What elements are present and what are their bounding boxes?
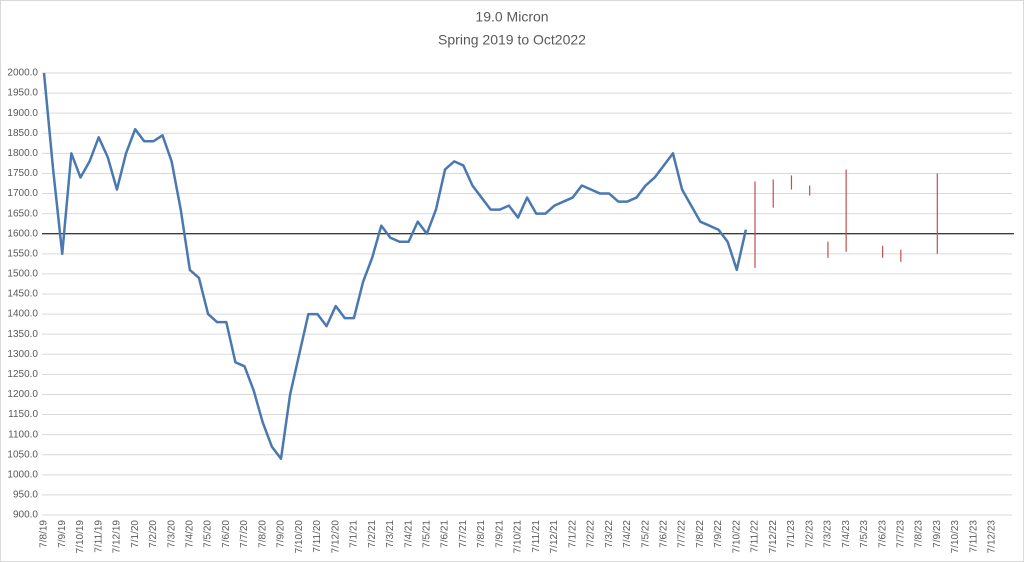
- y-tick-label: 1050.0: [7, 449, 38, 460]
- x-tick-label: 7/9/21: [494, 520, 505, 548]
- y-tick-label: 1450.0: [7, 289, 38, 300]
- x-tick-label: 7/2/23: [804, 520, 815, 548]
- x-tick-label: 7/12/20: [330, 520, 341, 554]
- y-tick-label: 1850.0: [7, 128, 38, 139]
- x-tick-label: 7/4/20: [184, 520, 195, 548]
- x-tick-label: 7/1/23: [786, 520, 797, 548]
- x-tick-label: 7/9/20: [276, 520, 287, 548]
- x-tick-label: 7/8/23: [914, 520, 925, 548]
- x-tick-label: 7/9/23: [932, 520, 943, 548]
- x-tick-label: 7/7/22: [677, 520, 688, 548]
- x-tick-label: 7/8/22: [695, 520, 706, 548]
- y-tick-label: 1350.0: [7, 329, 38, 340]
- y-tick-label: 1200.0: [7, 389, 38, 400]
- x-tick-label: 7/1/21: [349, 520, 360, 548]
- x-tick-label: 7/7/20: [239, 520, 250, 548]
- y-tick-label: 1800.0: [7, 148, 38, 159]
- y-tick-label: 900.0: [13, 510, 38, 521]
- x-tick-label: 7/12/21: [549, 520, 560, 554]
- x-tick-label: 7/10/19: [75, 520, 86, 554]
- y-tick-label: 1000.0: [7, 469, 38, 480]
- y-tick-label: 1500.0: [7, 269, 38, 280]
- x-tick-label: 7/11/19: [93, 520, 104, 553]
- x-tick-label: 7/1/20: [130, 520, 141, 548]
- x-tick-label: 7/11/21: [531, 520, 542, 553]
- x-tick-label: 7/1/22: [567, 520, 578, 548]
- x-tick-label: 7/5/22: [640, 520, 651, 548]
- x-tick-label: 7/11/22: [750, 520, 761, 553]
- x-tick-label: 7/11/23: [968, 520, 979, 553]
- x-tick-label: 7/12/19: [112, 520, 123, 554]
- x-tick-label: 7/6/22: [658, 520, 669, 548]
- x-tick-label: 7/10/21: [513, 520, 524, 554]
- x-tick-label: 7/10/20: [294, 520, 305, 554]
- x-tick-label: 7/8/19: [39, 520, 50, 548]
- y-tick-label: 1950.0: [7, 88, 38, 99]
- x-tick-label: 7/12/22: [768, 520, 779, 554]
- x-tick-label: 7/2/21: [367, 520, 378, 548]
- y-tick-label: 1600.0: [7, 228, 38, 239]
- y-tick-label: 1750.0: [7, 168, 38, 179]
- x-tick-label: 7/12/23: [987, 520, 998, 554]
- x-tick-label: 7/8/20: [257, 520, 268, 548]
- y-tick-label: 1250.0: [7, 369, 38, 380]
- chart-subtitle: Spring 2019 to Oct2022: [438, 32, 586, 48]
- x-tick-label: 7/3/22: [604, 520, 615, 548]
- x-tick-label: 7/3/23: [823, 520, 834, 548]
- y-tick-label: 950.0: [13, 490, 38, 501]
- x-tick-label: 7/5/20: [203, 520, 214, 548]
- y-tick-label: 1550.0: [7, 248, 38, 259]
- y-tick-label: 1650.0: [7, 208, 38, 219]
- x-tick-label: 7/5/23: [859, 520, 870, 548]
- x-tick-label: 7/6/21: [440, 520, 451, 548]
- x-tick-label: 7/4/21: [403, 520, 414, 548]
- x-tick-label: 7/10/23: [950, 520, 961, 554]
- x-tick-label: 7/2/22: [586, 520, 597, 548]
- x-tick-label: 7/6/20: [221, 520, 232, 548]
- x-tick-label: 7/8/21: [476, 520, 487, 548]
- x-tick-label: 7/3/20: [166, 520, 177, 548]
- x-tick-label: 7/7/23: [895, 520, 906, 548]
- y-tick-label: 1700.0: [7, 188, 38, 199]
- x-tick-label: 7/3/21: [385, 520, 396, 548]
- x-tick-label: 7/11/20: [312, 520, 323, 553]
- x-tick-label: 7/6/23: [877, 520, 888, 548]
- y-tick-label: 1300.0: [7, 349, 38, 360]
- x-tick-label: 7/4/23: [841, 520, 852, 548]
- x-tick-label: 7/10/22: [731, 520, 742, 554]
- x-tick-label: 7/7/21: [458, 520, 469, 548]
- x-tick-label: 7/9/22: [713, 520, 724, 548]
- y-tick-label: 1900.0: [7, 108, 38, 119]
- x-tick-label: 7/4/22: [622, 520, 633, 548]
- y-tick-label: 1150.0: [8, 409, 38, 420]
- x-tick-label: 7/5/21: [421, 520, 432, 548]
- chart-title: 19.0 Micron: [475, 9, 548, 25]
- x-tick-label: 7/2/20: [148, 520, 159, 548]
- x-tick-label: 7/9/19: [57, 520, 68, 548]
- y-tick-label: 1100.0: [8, 429, 38, 440]
- y-tick-label: 2000.0: [7, 68, 38, 79]
- line-series: [42, 72, 748, 460]
- y-tick-label: 1400.0: [7, 309, 38, 320]
